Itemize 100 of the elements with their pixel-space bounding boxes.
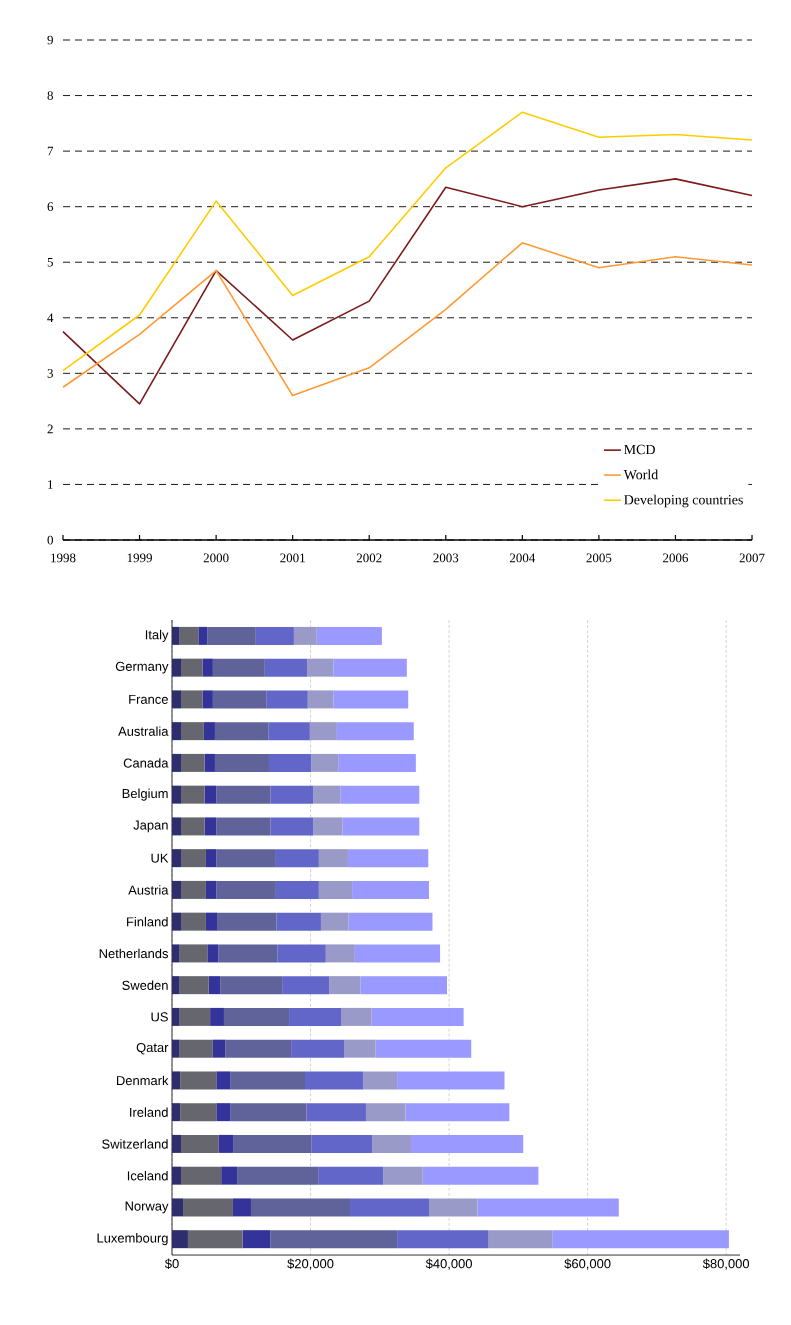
y-tick-label: Netherlands xyxy=(99,948,169,959)
bar xyxy=(212,1039,226,1058)
bar xyxy=(181,785,205,804)
bar xyxy=(216,880,276,899)
x-tick-label: $20,000 xyxy=(287,1258,334,1270)
bar xyxy=(202,690,213,709)
x-tick-label: 2004 xyxy=(509,553,536,563)
bar xyxy=(172,658,182,677)
bar xyxy=(552,1230,729,1249)
bar xyxy=(216,849,276,868)
x-tick-label: 1999 xyxy=(127,553,152,563)
bar xyxy=(172,880,182,899)
y-tick-label: Italy xyxy=(145,629,169,642)
bar xyxy=(198,626,208,645)
bar xyxy=(372,1134,411,1153)
bar xyxy=(172,1007,180,1026)
legend-label: MCD xyxy=(624,444,655,455)
bar xyxy=(180,1103,217,1122)
y-tick-label: US xyxy=(151,1012,168,1022)
bar xyxy=(218,1134,234,1153)
y-tick-label: Denmark xyxy=(117,1075,169,1086)
bar xyxy=(172,785,182,804)
bar xyxy=(270,1230,398,1249)
bar xyxy=(307,690,334,709)
bar xyxy=(348,912,433,931)
bar xyxy=(270,817,314,836)
bar xyxy=(311,753,339,772)
bar xyxy=(214,753,269,772)
bar xyxy=(172,722,182,741)
y-tick-label: Finland xyxy=(127,916,168,927)
bar xyxy=(181,690,203,709)
y-tick-label: Austria xyxy=(128,885,169,895)
legend-label: Developing countries xyxy=(624,494,743,508)
line-series xyxy=(62,178,753,405)
x-tick-label: 2003 xyxy=(433,553,459,563)
y-tick-label: Japan xyxy=(133,820,168,833)
bar xyxy=(172,817,182,836)
bar xyxy=(172,1039,180,1058)
bar xyxy=(341,1007,372,1026)
y-tick-label: Canada xyxy=(123,758,169,768)
bar xyxy=(217,912,277,931)
bar xyxy=(172,944,180,963)
bar xyxy=(329,976,361,995)
bar xyxy=(204,785,217,804)
x-tick-label: 2000 xyxy=(203,553,229,563)
bar xyxy=(181,658,203,677)
bar xyxy=(428,1198,478,1217)
y-tick-label: 6 xyxy=(47,202,54,212)
bar xyxy=(342,817,420,836)
bar xyxy=(212,690,267,709)
bar xyxy=(305,1071,364,1090)
line-series xyxy=(62,241,753,397)
bar xyxy=(179,976,209,995)
bar xyxy=(371,1007,464,1026)
bar xyxy=(216,785,271,804)
bar xyxy=(291,1039,345,1058)
bar xyxy=(350,1198,429,1217)
y-tick-label: Norway xyxy=(125,1201,169,1214)
y-tick-label: 3 xyxy=(47,368,53,378)
bar xyxy=(183,1198,233,1217)
bar xyxy=(230,1071,305,1090)
bar xyxy=(207,944,219,963)
bar xyxy=(204,753,215,772)
bar xyxy=(268,722,310,741)
bar xyxy=(275,849,319,868)
bar xyxy=(207,626,256,645)
bar xyxy=(172,1134,182,1153)
y-tick-label: UK xyxy=(151,853,169,863)
bar xyxy=(397,1230,489,1249)
bar xyxy=(397,1071,505,1090)
bar xyxy=(172,1071,181,1090)
x-tick-label: 2006 xyxy=(663,553,689,563)
bar xyxy=(205,880,217,899)
bar xyxy=(338,753,416,772)
bar xyxy=(181,817,205,836)
bar xyxy=(422,1166,539,1185)
bar xyxy=(204,817,217,836)
bar xyxy=(311,1134,373,1153)
bar xyxy=(340,785,420,804)
bar xyxy=(360,976,447,995)
bar xyxy=(276,912,321,931)
line-series xyxy=(62,111,753,372)
bar xyxy=(270,785,314,804)
bar xyxy=(212,658,265,677)
bar xyxy=(264,658,308,677)
y-tick-label: France xyxy=(129,694,168,704)
bar xyxy=(320,912,349,931)
bar xyxy=(325,944,355,963)
bar xyxy=(223,1007,290,1026)
bar xyxy=(282,976,330,995)
bar xyxy=(277,944,326,963)
bar xyxy=(181,753,205,772)
bar xyxy=(172,753,182,772)
bar xyxy=(410,1134,524,1153)
bar xyxy=(172,1230,188,1249)
bar xyxy=(316,626,382,645)
bar xyxy=(172,626,180,645)
bar xyxy=(181,880,206,899)
bar xyxy=(266,690,308,709)
bar xyxy=(225,1039,292,1058)
